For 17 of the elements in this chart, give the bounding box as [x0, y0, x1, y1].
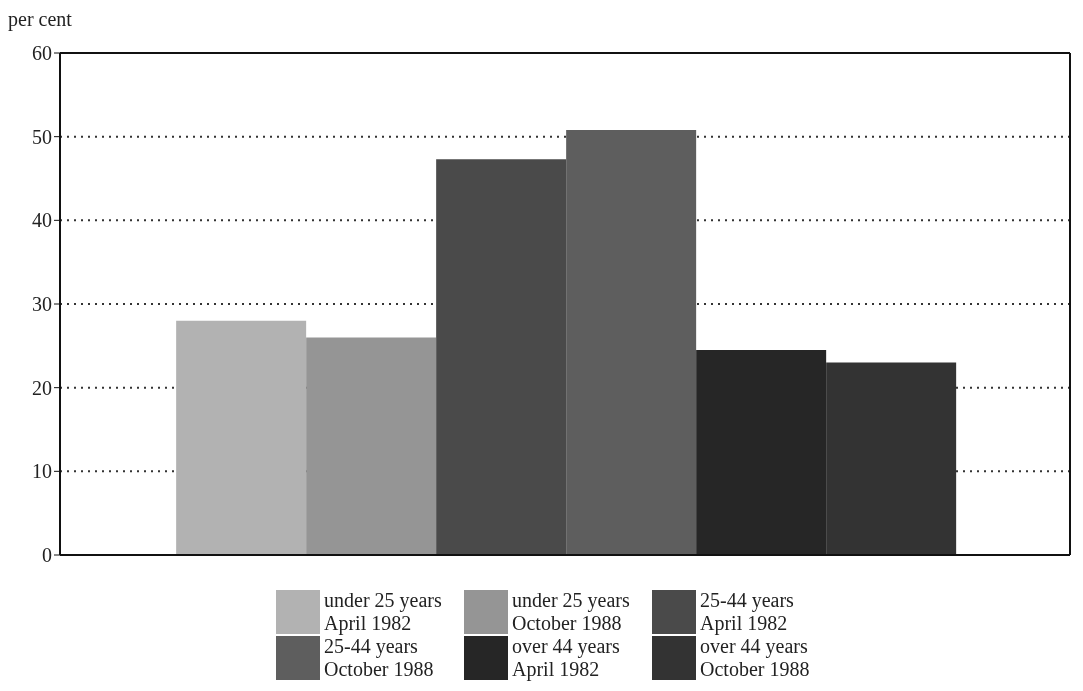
bar [436, 159, 567, 555]
legend-label: 25-44 years October 1988 [324, 635, 435, 681]
y-tick-label: 30 [32, 293, 52, 316]
y-axis-title: per cent [8, 8, 72, 31]
bar [306, 337, 437, 555]
bar [176, 320, 307, 555]
legend-label: over 44 years April 1982 [512, 635, 621, 681]
bar [566, 129, 697, 555]
y-tick-label: 50 [32, 125, 52, 148]
y-tick-label: 60 [32, 42, 52, 65]
y-tick-label: 0 [42, 544, 52, 567]
bar [696, 350, 827, 555]
y-tick-label: 40 [32, 209, 52, 232]
legend-label: under 25 years April 1982 [324, 589, 443, 635]
y-tick-label: 20 [32, 376, 52, 399]
legend-label: over 44 years October 1988 [700, 635, 811, 681]
y-tick-label: 10 [32, 460, 52, 483]
